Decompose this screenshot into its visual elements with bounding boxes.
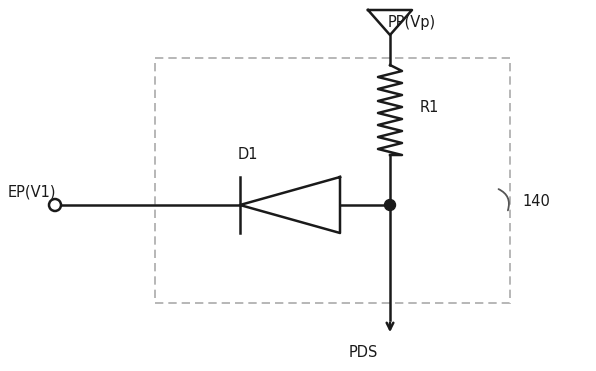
Text: 140: 140 <box>522 194 550 210</box>
Text: PP(Vp): PP(Vp) <box>388 14 436 30</box>
Text: EP(V1): EP(V1) <box>8 184 57 200</box>
Text: R1: R1 <box>420 101 439 115</box>
Circle shape <box>384 200 396 210</box>
Bar <box>155 58 510 303</box>
Text: PDS: PDS <box>348 345 378 360</box>
Text: D1: D1 <box>238 147 258 162</box>
